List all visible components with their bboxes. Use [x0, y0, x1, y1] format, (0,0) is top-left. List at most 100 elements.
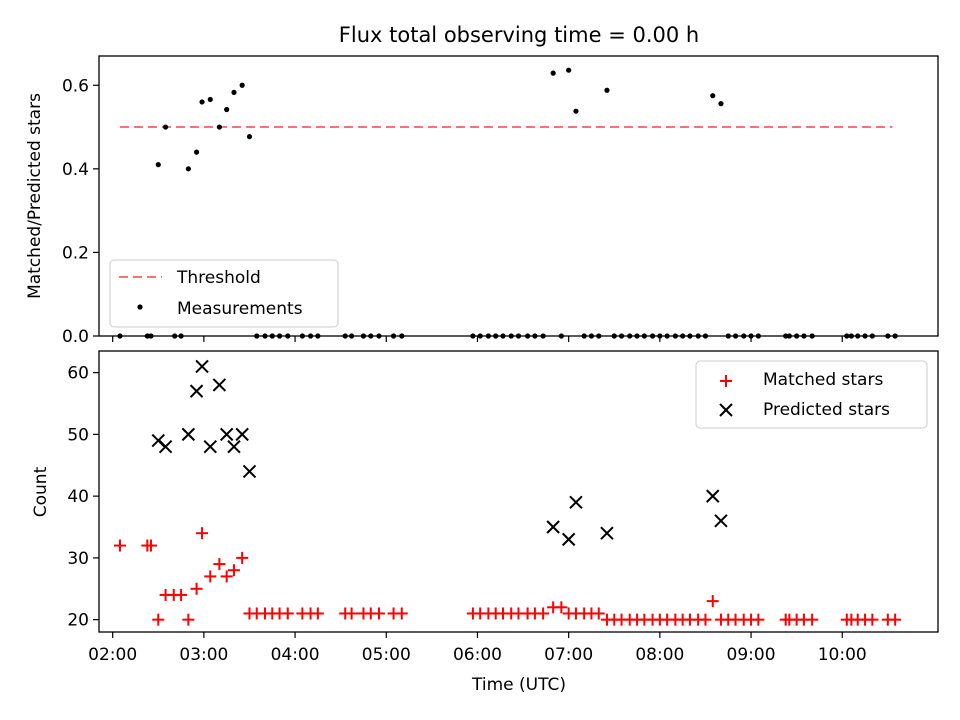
predicted-star-b: [151, 433, 165, 448]
top-y-tick-label: 0.4: [62, 160, 89, 180]
bottom-x-ticks: 02:00 03:00 04:00 05:00 06:00 07:00 08:00 09:00…: [88, 632, 867, 665]
bottom-legend-box: [695, 360, 928, 429]
predicted-star-point: [212, 378, 227, 392]
matched-star-point: [152, 613, 165, 626]
legend-matched-swatch: [720, 375, 732, 387]
predicted-star-point: [600, 526, 614, 540]
top-panel: Flux total observing time = 0.00 h Match…: [25, 23, 939, 347]
predicted-star-point: [569, 495, 583, 510]
measurement-point: [199, 99, 205, 105]
predicted-star-point: [219, 427, 234, 442]
matched-star-point: [144, 539, 157, 552]
bottom-y-ticks: 20 30 40 50 60: [67, 364, 99, 631]
legend-predicted-swatch: [719, 403, 733, 417]
measurement-point: [566, 67, 572, 73]
bottom-y-tick-label: 60: [67, 364, 89, 384]
bottom-legend: Matched stars Predicted stars: [695, 360, 928, 429]
measurement-point: [604, 87, 610, 93]
predicted-star-b: [181, 427, 196, 442]
measurement-point: [193, 149, 200, 155]
matched-star-point: [281, 607, 294, 620]
matched-star-point: [175, 588, 188, 601]
measurement-point: [246, 134, 253, 140]
matched-star-point: [204, 570, 217, 583]
predicted-star-b: [235, 427, 249, 442]
matched-star-point: [182, 613, 195, 626]
measurement-point: [224, 106, 230, 113]
matched-stars-points: [113, 527, 902, 626]
bottom-x-tick-label: 07:00: [544, 645, 593, 665]
legend-matched-label: Matched stars: [763, 370, 883, 390]
measurement-point: [231, 89, 237, 95]
bottom-y-tick-label: 50: [67, 425, 89, 445]
measurement-point: [710, 93, 716, 99]
matched-star-point: [311, 607, 324, 620]
chart-title: Flux total observing time = 0.00 h: [339, 23, 699, 47]
predicted-star-b: [203, 440, 217, 454]
predicted-star-b: [706, 489, 720, 503]
legend-measurements-swatch: [137, 304, 143, 310]
predicted-star-b: [569, 495, 583, 510]
predicted-star-b: [546, 520, 560, 534]
bottom-x-tick-label: 06:00: [453, 645, 502, 665]
predicted-star-point: [195, 359, 209, 374]
matched-star-point: [699, 613, 712, 626]
measurement-point: [573, 108, 579, 114]
predicted-star-point: [561, 532, 576, 547]
bottom-x-tick-label: 05:00: [362, 645, 411, 665]
legend-threshold-label: Threshold: [176, 268, 261, 288]
predicted-star-b: [219, 427, 234, 442]
predicted-star-point: [714, 514, 728, 528]
bottom-y-tick-label: 20: [67, 611, 89, 631]
measurement-point: [162, 124, 169, 130]
matched-star-point: [220, 570, 233, 583]
bottom-x-tick-label: 10:00: [818, 645, 867, 665]
matched-star-point: [113, 539, 126, 552]
matched-star-point: [752, 613, 765, 626]
matched-star-point: [889, 613, 902, 626]
measurement-point: [207, 96, 213, 103]
bottom-x-tick-label: 09:00: [727, 645, 776, 665]
measurement-point: [216, 124, 222, 130]
predicted-star-point: [706, 489, 720, 503]
matched-star-point: [372, 607, 385, 620]
measurement-point: [185, 166, 191, 172]
top-y-tick-label: 0.0: [62, 327, 89, 347]
bottom-x-tick-label: 08:00: [635, 645, 684, 665]
legend-measurements-label: Measurements: [177, 299, 303, 319]
matched-star-point: [395, 607, 408, 620]
predicted-star-b: [561, 532, 576, 547]
predicted-star-b: [242, 464, 257, 479]
x-axis-label: Time (UTC): [471, 675, 566, 695]
predicted-star-point: [181, 427, 196, 442]
predicted-star-b: [195, 359, 209, 374]
measurement-point: [718, 101, 724, 107]
measurement-point: [239, 82, 245, 88]
matched-star-point: [592, 607, 605, 620]
predicted-star-point: [203, 440, 217, 454]
matched-star-point: [236, 551, 249, 564]
matched-star-point: [806, 613, 819, 626]
top-y-tick-label: 0.2: [62, 243, 89, 263]
matched-star-point: [345, 607, 358, 620]
matched-star-point: [227, 564, 240, 577]
bottom-x-tick-label: 03:00: [179, 645, 228, 665]
predicted-star-point: [189, 384, 204, 398]
predicted-star-point: [158, 440, 173, 454]
top-legend-box: [109, 259, 339, 328]
predicted-stars-points: [151, 359, 728, 547]
bottom-y-axis-label: Count: [31, 466, 51, 517]
predicted-star-b: [714, 514, 728, 528]
predicted-star-point: [546, 520, 560, 534]
predicted-star-b: [600, 526, 614, 540]
predicted-star-point: [227, 440, 241, 454]
top-legend: Threshold Measurements: [109, 259, 339, 328]
matched-star-point: [866, 613, 879, 626]
bottom-y-tick-label: 40: [67, 487, 89, 507]
bottom-plot-frame: [98, 350, 939, 633]
matched-star-point: [213, 558, 226, 571]
measurement-point: [155, 162, 161, 168]
legend-predicted-label: Predicted stars: [763, 400, 890, 420]
top-plot-frame: [98, 55, 939, 337]
